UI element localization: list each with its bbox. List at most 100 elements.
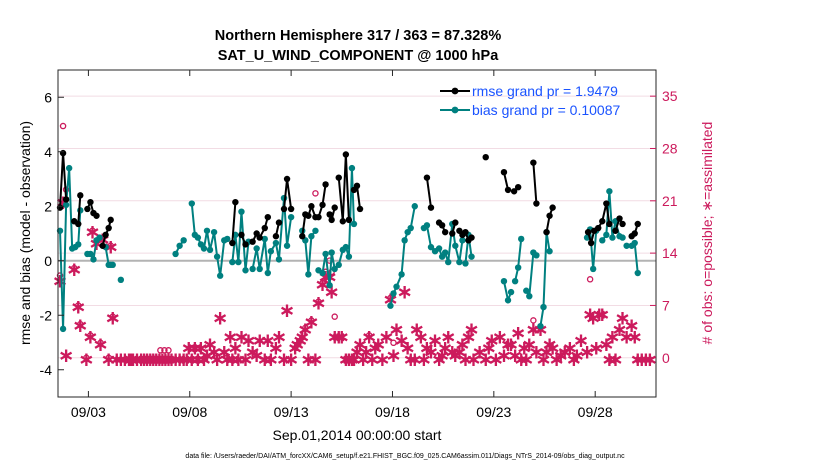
obs-assimilated-marker: ∗ [544, 336, 561, 360]
obs-assimilated-marker: ∗ [233, 324, 250, 348]
obs-assimilated-marker: ∗ [412, 324, 429, 348]
obs-assimilated-marker: ∗ [637, 347, 654, 371]
bias-point [272, 239, 280, 247]
bias-point [546, 248, 553, 255]
bias-point [589, 265, 597, 273]
obs-assimilated-marker: ∗ [573, 328, 590, 352]
obs-assimilated-marker: ∗ [271, 324, 288, 348]
obs-assimilated-marker: ∗ [566, 347, 583, 371]
bias-point [253, 245, 260, 252]
bias-point [176, 242, 183, 249]
rmse-point [322, 181, 329, 188]
y-right-tick-label: 28 [662, 140, 678, 156]
rmse-point [256, 234, 263, 241]
obs-possible-marker [302, 324, 309, 332]
obs-assimilated-marker: ∗ [251, 328, 268, 352]
obs-assimilated-marker: ∗ [618, 324, 635, 348]
bias-point [401, 237, 408, 244]
obs-assimilated-marker: ∗ [212, 306, 229, 330]
obs-possible-marker [315, 298, 322, 305]
obs-assimilated-marker: ∗ [521, 332, 538, 356]
obs-assimilated-marker: ∗ [437, 336, 454, 360]
obs-assimilated-marker: ∗ [503, 332, 520, 356]
obs-assimilated-marker: ∗ [388, 317, 405, 341]
obs-assimilated-marker: ∗ [112, 347, 129, 371]
obs-assimilated-marker: ∗ [222, 324, 239, 348]
rmse-point [335, 174, 342, 181]
rmse-line [301, 214, 307, 237]
rmse-point [500, 168, 508, 176]
bias-point [206, 246, 214, 254]
bias-point [427, 243, 435, 251]
bias-point [216, 272, 224, 279]
bias-point [468, 253, 475, 260]
obs-assimilated-marker: ∗ [402, 347, 419, 371]
y-left-tick-label: 6 [44, 89, 52, 105]
bias-point [188, 200, 195, 207]
obs-assimilated-marker: ∗ [230, 347, 247, 371]
obs-possible-marker [77, 320, 84, 328]
obs-assimilated-marker: ∗ [310, 291, 327, 315]
bias-point [90, 256, 97, 263]
obs-assimilated-marker: ∗ [492, 324, 509, 348]
bias-point [264, 269, 272, 277]
obs-assimilated-marker: ∗ [151, 347, 168, 371]
obs-assimilated-marker: ∗ [528, 339, 545, 363]
obs-assimilated-marker: ∗ [227, 336, 244, 360]
obs-assimilated-marker: ∗ [406, 347, 423, 371]
rmse-point [331, 204, 338, 211]
bias-point [619, 234, 626, 241]
bias-point [229, 258, 236, 266]
rmse-point [533, 200, 540, 207]
obs-assimilated-marker: ∗ [148, 347, 165, 371]
obs-assimilated-marker: ∗ [125, 347, 142, 371]
rmse-point [427, 204, 435, 211]
rmse-line [231, 202, 237, 244]
rmse-point [308, 203, 315, 210]
y-right-tick-label: 0 [662, 350, 670, 366]
bias-point [387, 302, 394, 309]
obs-assimilated-marker: ∗ [483, 328, 500, 352]
bias-point [235, 258, 242, 266]
bias-point [65, 164, 73, 172]
rmse-point [249, 238, 256, 245]
obs-assimilated-marker: ∗ [607, 347, 624, 371]
obs-assimilated-marker: ∗ [209, 347, 226, 371]
rmse-point [339, 218, 347, 225]
bias-point [452, 242, 459, 249]
obs-assimilated-marker: ∗ [591, 302, 608, 326]
grid-layer [58, 95, 656, 359]
bias-point [210, 228, 218, 236]
obs-assimilated-marker: ∗ [496, 343, 513, 367]
bias-point [335, 261, 342, 269]
x-axis-label: Sep.01,2014 00:00:00 start [273, 427, 442, 443]
x-tick-label: 09/08 [172, 404, 207, 420]
obs-assimilated-marker: ∗ [287, 336, 304, 360]
bias-point [319, 269, 326, 277]
bias-point [533, 252, 540, 259]
obs-assimilated-marker: ∗ [189, 347, 206, 371]
rmse-point [584, 228, 592, 236]
bias-point [398, 271, 405, 278]
obs-assimilated-marker: ∗ [535, 347, 552, 371]
rmse-point [606, 220, 613, 228]
rmse-point [612, 227, 619, 234]
bias-point [203, 227, 211, 234]
rmse-point [283, 175, 291, 183]
rmse-point [287, 205, 295, 213]
obs-assimilated-marker: ∗ [346, 347, 363, 371]
bias-point [631, 239, 638, 247]
obs-possible-marker [586, 276, 594, 283]
obs-assimilated-marker: ∗ [58, 343, 75, 367]
obs-assimilated-marker: ∗ [104, 306, 121, 330]
obs-assimilated-marker: ∗ [525, 317, 542, 341]
bias-point [283, 242, 291, 249]
obs-assimilated-marker: ∗ [561, 336, 578, 360]
obs-assimilated-marker: ∗ [248, 343, 265, 367]
x-tick-label: 09/03 [71, 404, 106, 420]
bias-point [435, 245, 443, 252]
rmse-point [102, 231, 109, 239]
obs-assimilated-marker: ∗ [303, 309, 320, 333]
rmse-point [546, 212, 553, 219]
rmse-point [264, 213, 272, 221]
